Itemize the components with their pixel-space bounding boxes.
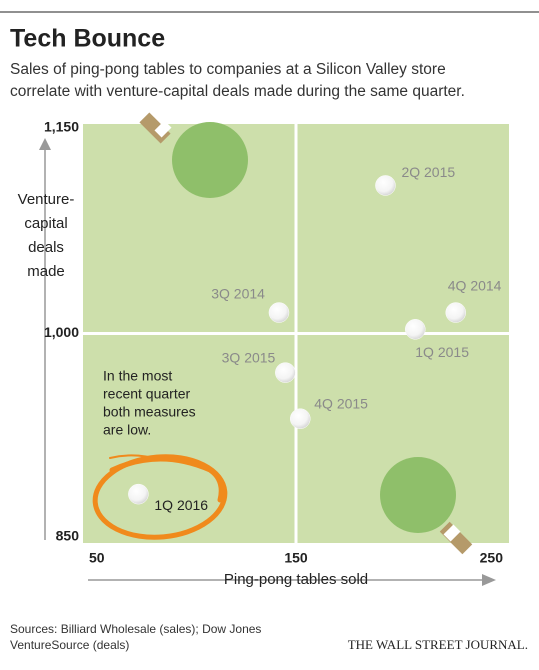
paddle-bottom	[380, 457, 473, 555]
annotation: In the most	[103, 368, 172, 384]
y-tick-label: 1,150	[44, 119, 79, 135]
subtitle: correlate with venture-capital deals mad…	[10, 83, 465, 100]
x-arrowhead	[482, 574, 496, 586]
y-axis-title: Venture-	[18, 191, 75, 208]
y-axis-title: capital	[24, 215, 67, 232]
source: VentureSource (deals)	[10, 638, 129, 652]
point	[128, 483, 149, 505]
axes	[83, 124, 509, 543]
source: Sources: Billiard Wholesale (sales); Dow…	[10, 622, 261, 636]
point	[268, 302, 290, 323]
point	[375, 175, 396, 196]
annotation: recent quarter	[103, 386, 190, 402]
x-tick-label: 250	[480, 550, 504, 566]
point	[405, 319, 426, 340]
y-arrowhead	[39, 138, 51, 150]
highlight-scribble	[92, 454, 228, 540]
point-label: 2Q 2015	[401, 164, 455, 180]
subtitle: Sales of ping-pong tables to companies a…	[10, 61, 446, 78]
point-label: 4Q 2014	[448, 277, 502, 293]
x-axis-title: Ping-pong tables sold	[224, 571, 368, 588]
point-label: 3Q 2015	[222, 349, 276, 365]
point	[445, 302, 466, 323]
point	[275, 362, 296, 383]
point-label: 1Q 2016	[154, 497, 208, 513]
paddle-top	[139, 112, 248, 198]
annotation: both measures	[103, 404, 196, 420]
x-tick-label: 50	[89, 550, 105, 566]
y-axis-title: made	[27, 263, 65, 280]
point-label: 3Q 2014	[211, 285, 265, 301]
point	[290, 408, 311, 429]
y-axis-title: deals	[28, 239, 64, 256]
point-label: 4Q 2015	[314, 395, 368, 411]
y-tick-label: 1,000	[44, 324, 79, 340]
credit: THE WALL STREET JOURNAL.	[348, 637, 528, 652]
chart-title: Tech Bounce	[10, 25, 165, 53]
x-tick-label: 150	[284, 550, 308, 566]
point-label: 1Q 2015	[415, 344, 469, 360]
annotation: are low.	[103, 422, 151, 438]
y-tick-label: 850	[56, 528, 80, 544]
